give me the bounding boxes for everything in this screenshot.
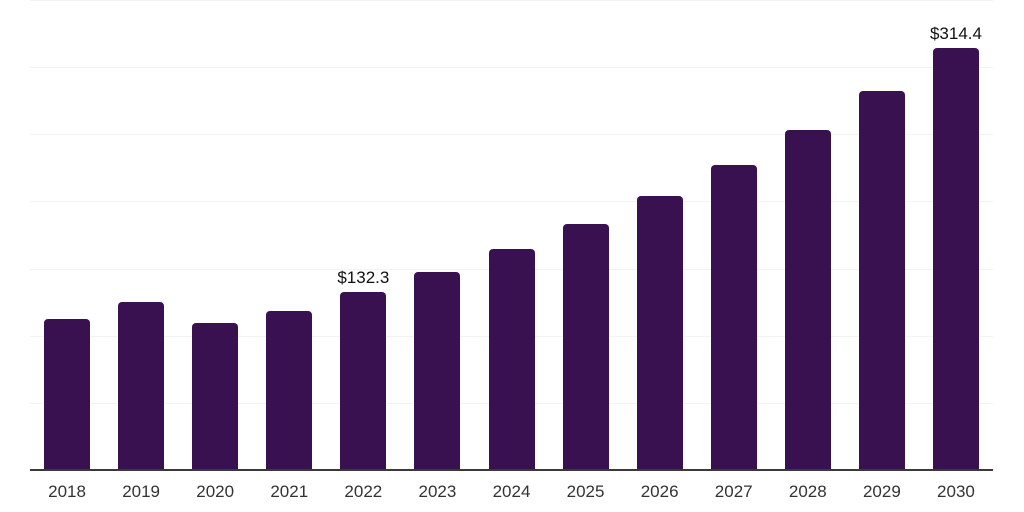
x-tick-label-2021: 2021: [270, 482, 309, 501]
bar-2022: [340, 292, 387, 470]
bar-2018: [44, 319, 91, 470]
bar-2026: [636, 196, 683, 470]
x-tick-label-2027: 2027: [714, 482, 753, 501]
x-tick-label-2029: 2029: [862, 482, 901, 501]
x-tick-label-2024: 2024: [492, 482, 531, 501]
gridline: [30, 134, 993, 136]
bar-2029: [858, 91, 905, 470]
gridline: [30, 67, 993, 69]
bar-2030: [932, 47, 979, 470]
bar-2021: [266, 310, 313, 470]
x-tick-label-2028: 2028: [788, 482, 827, 501]
x-axis-line: [30, 469, 993, 471]
bar-2028: [784, 129, 831, 470]
x-tick-label-2023: 2023: [418, 482, 457, 501]
x-tick-label-2025: 2025: [566, 482, 605, 501]
bar-value-label-2022: $132.3: [337, 268, 390, 288]
bar-value-label-2030: $314.4: [929, 23, 982, 43]
x-tick-label-2018: 2018: [48, 482, 86, 501]
x-tick-label-2030: 2030: [937, 482, 975, 501]
x-tick-label-2026: 2026: [640, 482, 679, 501]
x-tick-label-2020: 2020: [196, 482, 235, 501]
plot-area: $132.3 $314.4: [30, 0, 993, 471]
bar-2024: [488, 249, 535, 470]
gridline: [30, 201, 993, 203]
bar-2020: [192, 322, 239, 470]
bar-2019: [118, 301, 165, 470]
gridline: [30, 0, 993, 1]
bar-2023: [414, 272, 461, 470]
bar-2025: [562, 224, 609, 470]
x-tick-label-2022: 2022: [344, 482, 383, 501]
bar-2027: [710, 164, 757, 470]
x-tick-label-2019: 2019: [122, 482, 161, 501]
